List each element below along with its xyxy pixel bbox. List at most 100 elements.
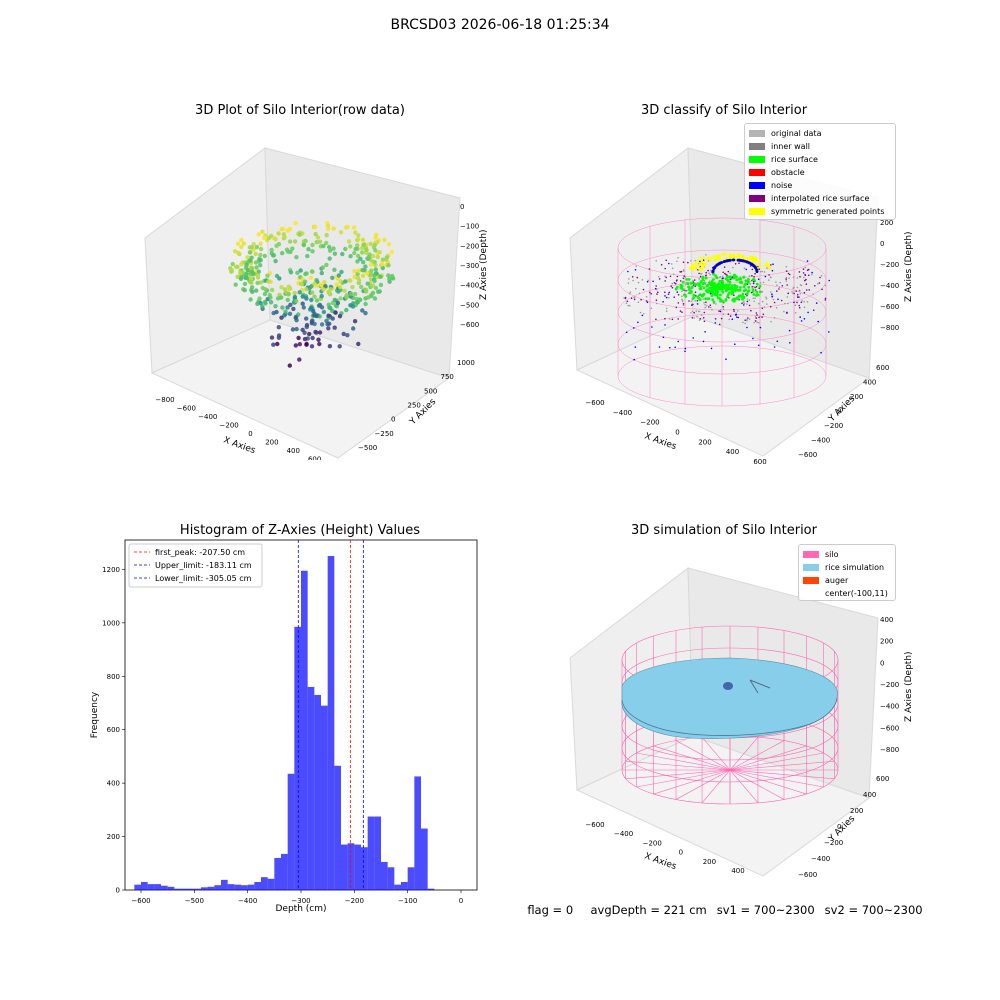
classified-point (754, 320, 757, 322)
classified-point (804, 273, 806, 276)
scatter-point (279, 285, 284, 290)
classified-point (692, 337, 694, 339)
classified-point (733, 283, 737, 287)
axis-tick-label: 1000 (457, 359, 475, 367)
classified-point (812, 309, 815, 311)
classified-point (689, 281, 693, 285)
classified-point (636, 276, 639, 279)
scatter-point (321, 243, 326, 249)
classified-point (650, 307, 653, 310)
classified-point (662, 301, 664, 303)
classified-point (683, 270, 685, 272)
histogram-bar (421, 828, 428, 890)
scatter-point (348, 254, 353, 259)
scatter-point (370, 253, 376, 259)
classified-point (811, 271, 813, 274)
scatter-point (294, 255, 299, 260)
scatter-point (297, 357, 302, 362)
classified-point (715, 288, 718, 291)
scatter-point (299, 282, 304, 287)
classified-point (755, 263, 759, 267)
classified-point (743, 304, 745, 306)
classified-point (747, 317, 749, 319)
classified-point (738, 258, 742, 262)
classified-point (777, 298, 779, 301)
classified-point (807, 268, 810, 271)
scatter-point (360, 267, 365, 273)
scatter-point (262, 253, 267, 259)
scatter-point (319, 293, 324, 299)
classified-point (779, 281, 781, 284)
histogram-x-axis-label: Depth (cm) (275, 904, 326, 914)
classified-point (768, 279, 770, 281)
classified-point (808, 274, 810, 277)
classified-point (639, 311, 642, 314)
classified-point (739, 276, 741, 278)
classified-point (628, 278, 630, 280)
classified-point (714, 322, 717, 324)
scatter-point (260, 304, 265, 309)
classified-point (712, 300, 716, 304)
legend-swatch (803, 564, 819, 571)
classified-point (763, 306, 766, 308)
scatter-point (310, 318, 315, 323)
scatter-point (280, 305, 285, 310)
classified-point (637, 281, 640, 284)
classified-point (655, 302, 658, 305)
classified-point (664, 280, 666, 282)
histogram-bar (147, 884, 155, 890)
axis-tick-label: 200 (880, 219, 893, 227)
scatter-point (255, 272, 261, 278)
classified-point (828, 331, 830, 333)
raw-z-axis-label: Z Axies (Depth) (479, 229, 489, 300)
classified-point (753, 300, 755, 303)
classified-point (708, 272, 710, 274)
scatter-point (350, 304, 356, 309)
axis-tick-label: −600 (460, 321, 479, 329)
scatter-point (344, 307, 349, 313)
scatter-point (331, 246, 336, 251)
scatter-point (321, 287, 326, 292)
scatter-point (269, 335, 275, 340)
classified-point (671, 318, 674, 321)
axis-tick-label: 200 (880, 638, 893, 646)
scatter-point (389, 249, 395, 255)
classified-point (752, 337, 754, 340)
simulation-legend-entry: center(-100,11) (803, 587, 891, 600)
classified-point (755, 285, 758, 288)
scatter-point (283, 309, 288, 314)
axis-tick-label: 0 (837, 408, 841, 416)
classified-point (671, 282, 674, 285)
scatter-point (304, 287, 309, 292)
scatter-point (239, 237, 244, 243)
classified-point (733, 308, 735, 311)
classified-point (722, 257, 726, 261)
y-tick-label: 200 (107, 833, 120, 841)
classified-point (697, 284, 701, 287)
scatter-point (309, 344, 315, 349)
classified-point (740, 259, 744, 262)
classified-point (785, 280, 788, 282)
classified-point (753, 285, 755, 288)
scatter-point (229, 268, 235, 273)
classified-point (742, 289, 746, 293)
axis-tick-label: −600 (798, 871, 817, 879)
classified-point (670, 263, 673, 265)
histogram-bar (401, 881, 408, 890)
classified-point (796, 294, 799, 296)
classified-point (788, 273, 791, 276)
scatter-point (271, 253, 276, 258)
scatter-point (351, 326, 356, 331)
classified-point (716, 291, 719, 295)
scatter-point (296, 335, 301, 341)
classified-point (755, 290, 759, 294)
axis-tick-label: 0 (880, 240, 884, 248)
classified-point (796, 301, 798, 304)
scatter-point (253, 251, 258, 257)
scatter-point (258, 252, 263, 258)
classified-point (633, 358, 635, 361)
classified-point (766, 267, 768, 269)
classified-point (698, 278, 700, 280)
scatter-point (358, 256, 363, 262)
scatter-point (368, 262, 374, 267)
